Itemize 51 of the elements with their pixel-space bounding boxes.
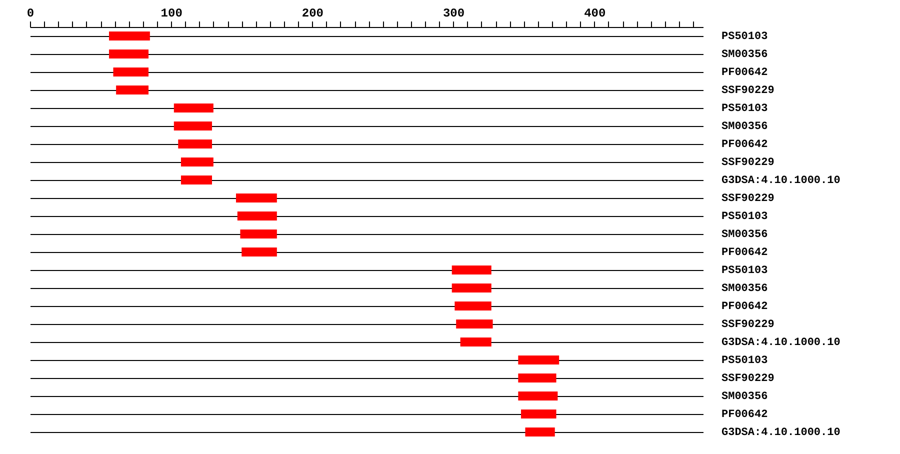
y-tick-label: PS50103 bbox=[722, 31, 768, 43]
bar bbox=[452, 284, 492, 292]
bar bbox=[109, 32, 150, 40]
bar bbox=[240, 230, 277, 238]
y-tick-label: PF00642 bbox=[722, 139, 768, 151]
bar bbox=[518, 392, 558, 400]
y-tick-label: PF00642 bbox=[722, 409, 768, 421]
bar bbox=[525, 428, 555, 436]
bar bbox=[116, 86, 149, 94]
bar bbox=[236, 194, 277, 202]
y-tick-label: PF00642 bbox=[722, 247, 768, 259]
y-tick-label: SM00356 bbox=[722, 391, 768, 403]
x-tick-label: 100 bbox=[160, 6, 182, 20]
y-tick-label: PF00642 bbox=[722, 301, 768, 313]
bar bbox=[518, 356, 560, 364]
y-tick-label: PS50103 bbox=[722, 355, 768, 367]
bar bbox=[174, 104, 214, 112]
bar bbox=[460, 338, 492, 346]
x-tick-label: 0 bbox=[26, 6, 34, 20]
y-tick-label: SM00356 bbox=[722, 229, 768, 241]
bar bbox=[180, 176, 212, 184]
bar bbox=[237, 212, 277, 220]
y-tick-label: PS50103 bbox=[722, 265, 768, 277]
y-tick-label: SM00356 bbox=[722, 121, 768, 133]
bar bbox=[518, 374, 556, 382]
y-tick-label: PS50103 bbox=[722, 103, 768, 115]
x-tick-label: 200 bbox=[302, 6, 324, 20]
y-tick-label: SM00356 bbox=[722, 49, 768, 61]
bar bbox=[113, 68, 149, 76]
x-tick-label: 400 bbox=[584, 6, 606, 20]
bar bbox=[242, 248, 277, 256]
y-tick-label: G3DSA:4.10.1000.10 bbox=[722, 337, 840, 349]
bar bbox=[520, 410, 556, 418]
bar bbox=[178, 140, 212, 148]
bar bbox=[454, 302, 492, 310]
x-tick-label: 300 bbox=[442, 6, 465, 20]
bar bbox=[452, 266, 492, 274]
y-tick-label: SSF90229 bbox=[722, 373, 774, 385]
y-tick-label: SSF90229 bbox=[722, 193, 774, 205]
y-tick-label: G3DSA:4.10.1000.10 bbox=[722, 175, 840, 187]
y-tick-label: SM00356 bbox=[722, 283, 768, 295]
y-tick-label: PF00642 bbox=[722, 67, 768, 79]
y-tick-label: SSF90229 bbox=[722, 157, 774, 169]
bar bbox=[109, 50, 149, 58]
bar bbox=[456, 320, 493, 328]
y-tick-label: PS50103 bbox=[722, 211, 768, 223]
bar bbox=[180, 158, 214, 166]
y-tick-label: SSF90229 bbox=[722, 319, 774, 331]
bar bbox=[174, 122, 212, 130]
y-tick-label: SSF90229 bbox=[722, 85, 774, 97]
y-tick-label: G3DSA:4.10.1000.10 bbox=[722, 427, 840, 439]
